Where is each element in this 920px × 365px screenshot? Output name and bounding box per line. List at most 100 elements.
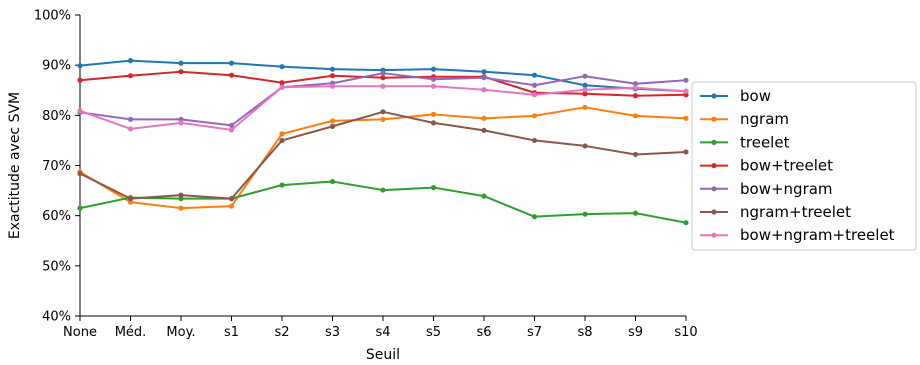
data-point [329, 83, 336, 89]
data-point [430, 111, 437, 117]
data-point [329, 118, 336, 124]
series-line [79, 106, 687, 210]
legend-swatch-marker [711, 163, 717, 169]
data-point [329, 66, 336, 72]
data-point [430, 76, 437, 82]
data-point [683, 115, 689, 121]
legend-item: ngram [700, 110, 789, 128]
x-tick-label: Méd. [115, 325, 147, 340]
data-point [380, 116, 386, 122]
data-point [279, 64, 285, 70]
x-tick-label: s3 [325, 325, 340, 340]
data-point [329, 73, 336, 79]
data-point [77, 205, 83, 211]
series-layer [77, 58, 689, 226]
legend-item: bow+ngram+treelet [700, 226, 895, 244]
data-point [632, 85, 639, 91]
data-point [178, 69, 184, 75]
data-point [582, 104, 588, 110]
data-point [632, 81, 639, 87]
data-point [228, 203, 235, 209]
data-point [228, 196, 235, 202]
data-point [178, 120, 184, 126]
data-point [228, 122, 235, 128]
data-point [481, 115, 487, 121]
data-point [178, 192, 184, 198]
legend-item: bow+treelet [700, 157, 833, 175]
legend: bow ngram treelet bow+treelet bow+ngram ngram… [691, 81, 917, 251]
data-point [178, 205, 184, 211]
x-tick-label: None [63, 325, 97, 340]
data-point [683, 220, 689, 226]
x-tick-label: s2 [274, 325, 289, 340]
data-point [380, 187, 386, 193]
data-point [531, 92, 538, 98]
legend-label: bow+treelet [740, 157, 833, 175]
data-point [127, 58, 134, 64]
y-tick-label: 50% [42, 259, 71, 274]
data-point [582, 82, 588, 88]
data-point [228, 72, 235, 78]
data-point [279, 137, 285, 144]
data-point [531, 113, 538, 119]
y-tick-label: 60% [42, 209, 71, 224]
data-point [531, 82, 538, 88]
data-point [481, 127, 487, 133]
data-point [430, 66, 437, 72]
data-point [77, 170, 83, 177]
data-point [77, 108, 83, 114]
data-point [632, 113, 639, 119]
data-point [279, 80, 285, 86]
data-point [77, 77, 83, 83]
data-point [279, 182, 285, 188]
data-point [683, 149, 689, 155]
data-point [127, 196, 134, 202]
y-tick-label: 90% [42, 59, 71, 74]
data-point [380, 109, 386, 115]
legend-label: ngram+treelet [740, 203, 851, 221]
data-point [228, 127, 235, 133]
data-point [329, 123, 336, 129]
legend-label: bow+ngram+treelet [740, 226, 895, 244]
y-tick-label: 100% [34, 9, 71, 24]
data-point [481, 75, 487, 81]
data-point [582, 211, 588, 217]
legend-swatch-marker [711, 93, 717, 99]
series-treelet [77, 178, 689, 226]
data-point [279, 131, 285, 137]
legend-swatch-marker [711, 139, 717, 145]
legend-label: treelet [740, 133, 790, 151]
data-point [632, 93, 639, 99]
legend-item: bow+ngram [700, 180, 833, 198]
x-tick-label: s4 [375, 325, 390, 340]
series-bow [77, 58, 689, 94]
data-point [380, 75, 386, 81]
data-point [481, 69, 487, 75]
data-point [430, 120, 437, 126]
y-tick-label: 80% [42, 109, 71, 124]
x-tick-label: s10 [674, 325, 697, 340]
data-point [582, 87, 588, 93]
y-tick-label: 40% [42, 310, 71, 325]
data-point [632, 210, 639, 216]
legend-label: ngram [740, 110, 789, 128]
legend-label: bow [740, 87, 771, 105]
data-point [430, 83, 437, 89]
data-point [531, 214, 538, 220]
series-ngram [77, 104, 689, 211]
x-tick-label: s9 [628, 325, 643, 340]
data-point [77, 63, 83, 69]
series-bow-ngram-treelet [77, 83, 689, 133]
data-point [632, 151, 639, 158]
data-point [380, 83, 386, 89]
x-tick-label: s5 [426, 325, 441, 340]
data-point [582, 143, 588, 149]
data-point [127, 116, 134, 122]
data-point [178, 60, 184, 66]
data-point [582, 91, 588, 97]
axes: 40% 50% 60% 70% 80% 90% 100% None Méd. Moy. s1 s2 s3… [7, 9, 698, 364]
legend-item: ngram+treelet [700, 203, 851, 221]
data-point [531, 137, 538, 144]
data-point [481, 193, 487, 199]
